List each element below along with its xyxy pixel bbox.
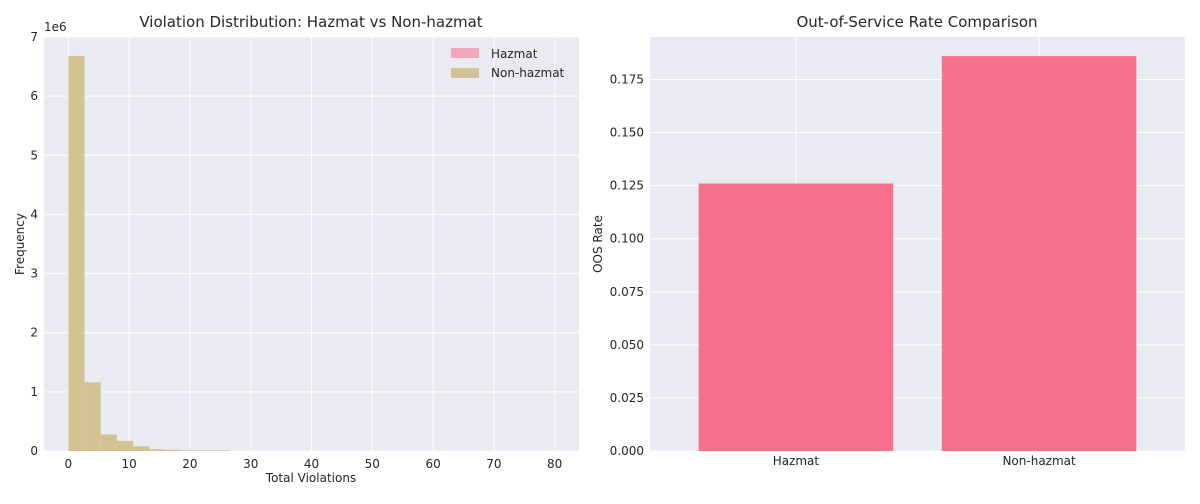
histogram-y-axis-label: Frequency: [13, 213, 27, 275]
histogram-x-ticks: 0 10 20 30 40 50 60 70 80: [64, 457, 562, 471]
histogram-x-tick-label: 70: [486, 457, 501, 471]
histogram-x-tick-label: 80: [547, 457, 562, 471]
histogram-bar-non-hazmat: [101, 434, 117, 451]
histogram-y-tick-label: 6: [30, 89, 38, 103]
bar-y-ticks: 0.000 0.025 0.050 0.075 0.100 0.125 0.150 0.175: [610, 72, 644, 458]
bar-non-hazmat: [942, 56, 1137, 451]
bar-y-tick-label: 0.150: [610, 126, 644, 140]
histogram-x-tick-label: 10: [121, 457, 136, 471]
bar-y-tick-label: 0.050: [610, 338, 644, 352]
bar-chart: Hazmat Non-hazmat 0.000 0.025 0.050 0.075 0.1…: [591, 13, 1185, 468]
legend-swatch-non-hazmat: [451, 68, 479, 78]
histogram-x-tick-label: 20: [182, 457, 197, 471]
bar-y-tick-label: 0.000: [610, 444, 644, 458]
bar-title: Out-of-Service Rate Comparison: [796, 13, 1037, 31]
histogram-x-tick-label: 0: [64, 457, 72, 471]
histogram-bar-non-hazmat: [133, 446, 149, 451]
bar-y-axis-label: OOS Rate: [591, 215, 605, 273]
histogram-bar-non-hazmat: [85, 382, 101, 451]
histogram-y-tick-label: 2: [30, 326, 38, 340]
histogram-x-tick-label: 60: [425, 457, 440, 471]
histogram-x-axis-label: Total Violations: [265, 471, 356, 485]
histogram-bar-non-hazmat: [182, 450, 198, 451]
histogram-y-tick-label: 4: [30, 207, 38, 221]
legend-label-non-hazmat: Non-hazmat: [491, 66, 565, 80]
histogram-bar-non-hazmat: [149, 449, 165, 451]
histogram-x-tick-label: 50: [365, 457, 380, 471]
histogram-y-tick-label: 7: [30, 30, 38, 44]
histogram-x-tick-label: 40: [304, 457, 319, 471]
histogram-bar-non-hazmat: [117, 441, 133, 451]
histogram-y-tick-label: 5: [30, 148, 38, 162]
bar-x-tick-label-hazmat: Hazmat: [773, 454, 820, 468]
histogram-chart: 0 10 20 30 40 50 60 70 80 0 1 2 3 4 5 6 7 Violation Dis…: [13, 13, 579, 485]
histogram-y-tick-label: 3: [30, 267, 38, 281]
bar-y-tick-label: 0.125: [610, 179, 644, 193]
histogram-y-tick-label: 1: [30, 385, 38, 399]
histogram-bar-non-hazmat: [198, 450, 214, 451]
bar-y-tick-label: 0.075: [610, 285, 644, 299]
bar-y-tick-label: 0.175: [610, 72, 644, 86]
bar-y-tick-label: 0.100: [610, 232, 644, 246]
legend-label-hazmat: Hazmat: [491, 47, 538, 61]
histogram-y-ticks: 0 1 2 3 4 5 6 7: [30, 30, 38, 458]
histogram-bar-non-hazmat: [166, 450, 182, 451]
bar-y-tick-label: 0.025: [610, 391, 644, 405]
bar-x-tick-label-non-hazmat: Non-hazmat: [1002, 454, 1076, 468]
histogram-x-tick-label: 30: [243, 457, 258, 471]
histogram-y-tick-label: 0: [30, 444, 38, 458]
bar-hazmat: [699, 183, 894, 451]
bar-x-ticks: Hazmat Non-hazmat: [773, 454, 1076, 468]
histogram-bar-non-hazmat: [214, 450, 230, 451]
histogram-bar-non-hazmat: [68, 56, 84, 451]
legend-swatch-hazmat: [451, 48, 479, 58]
histogram-title: Violation Distribution: Hazmat vs Non-ha…: [139, 13, 482, 31]
histogram-y-offset-label: 1e6: [44, 20, 67, 34]
